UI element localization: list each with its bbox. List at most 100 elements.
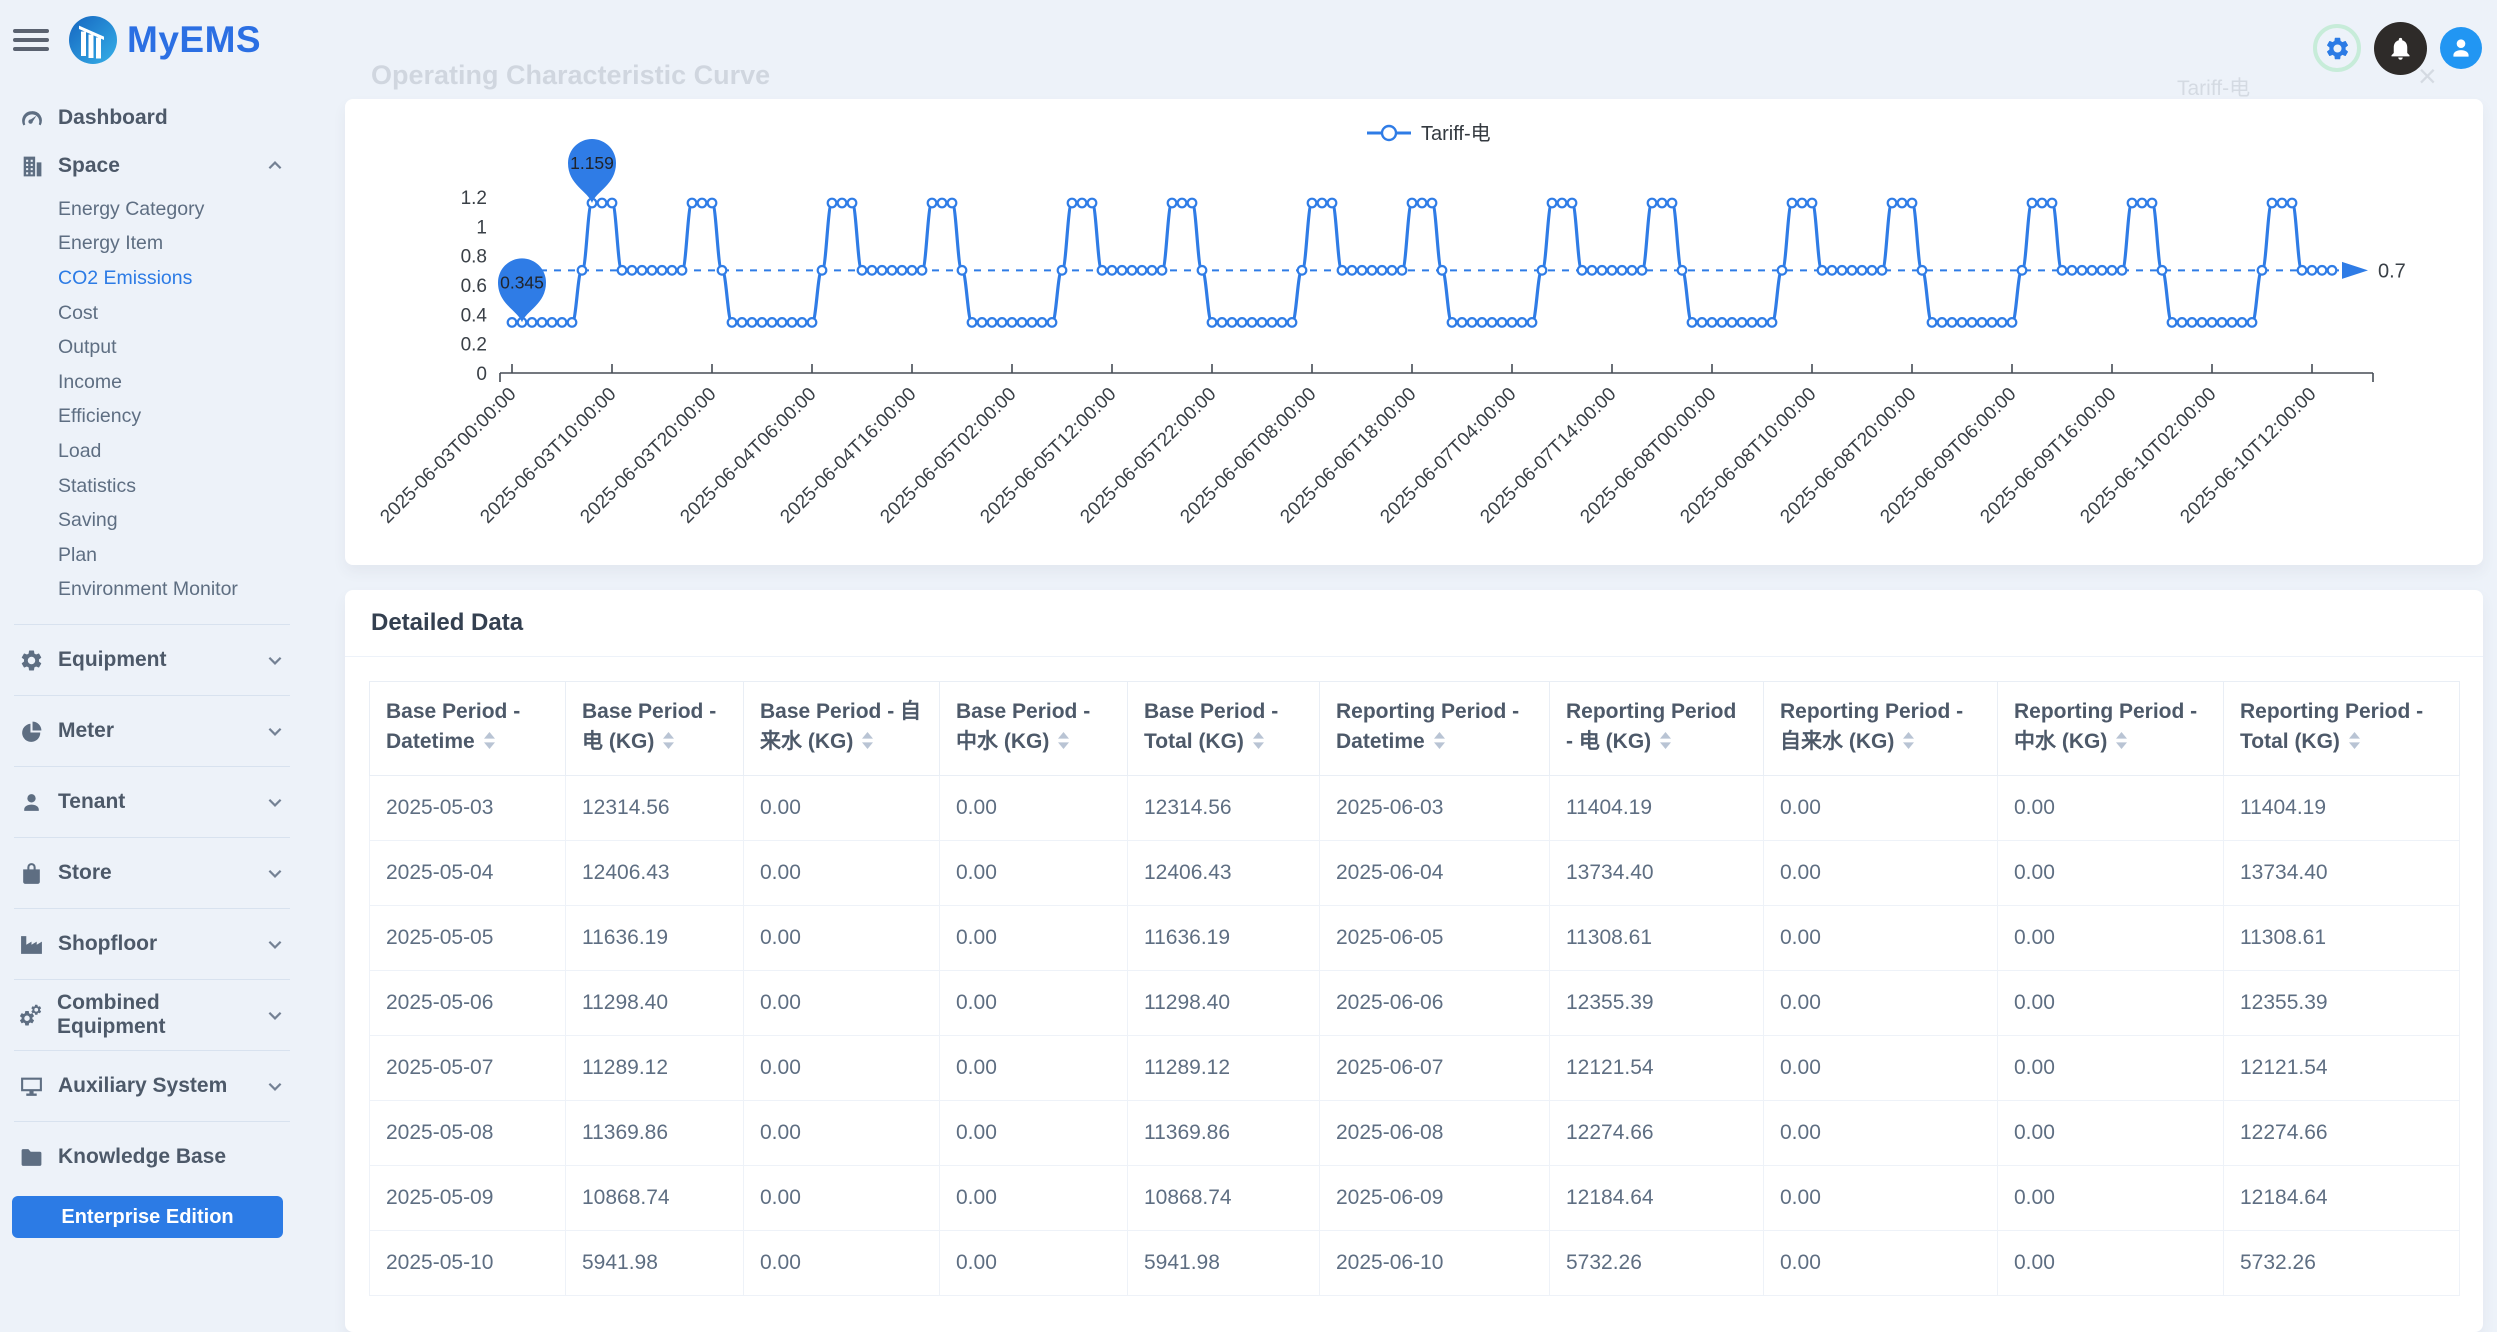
table-cell: 11308.61 [1549,904,1764,971]
table-cell: 2025-05-05 [369,904,566,971]
sidebar-item-auxiliary-system[interactable]: Auxiliary System [14,1062,294,1110]
column-header-reporting-period-datetime[interactable]: Reporting Period - Datetime [1319,681,1550,776]
column-header-reporting-period-kg[interactable]: Reporting Period - 中水 (KG) [1997,681,2224,776]
user-avatar-button[interactable] [2440,27,2482,69]
logo-mark-icon [69,16,117,64]
svg-text:1: 1 [476,217,487,238]
sort-icon[interactable] [1902,729,1915,759]
chevron-up-icon [266,157,284,175]
table-row[interactable]: 2025-05-05 11636.19 0.00 0.00 11636.19 2025-0… [369,904,2460,971]
table-cell: 12314.56 [1127,774,1320,841]
table-cell: 2025-05-03 [369,774,566,841]
main-area: Operating Characteristic Curve Tariff-电 … [300,0,2497,1332]
sort-icon[interactable] [1433,729,1446,759]
sidebar-item-label: Store [58,861,112,885]
column-header-base-period-kg[interactable]: Base Period - 自来水 (KG) [743,681,940,776]
table-cell: 11404.19 [2223,774,2460,841]
column-header-base-period-datetime[interactable]: Base Period - Datetime [369,681,566,776]
sort-icon[interactable] [861,729,874,759]
column-header-base-period-kg[interactable]: Base Period - 电 (KG) [565,681,744,776]
sidebar-item-space[interactable]: Space [14,142,294,190]
table-cell: 0.00 [939,904,1128,971]
user-icon [18,789,44,815]
sort-icon[interactable] [1252,729,1265,759]
sidebar-divider [14,1121,290,1123]
sort-icon[interactable] [483,729,496,759]
column-header-reporting-period-kg[interactable]: Reporting Period - 自来水 (KG) [1763,681,1998,776]
table-cell: 2025-06-03 [1319,774,1550,841]
table-cell: 0.00 [743,839,940,906]
svg-text:0.6: 0.6 [461,276,487,297]
notifications-button[interactable] [2374,21,2427,75]
sidebar-item-co2-emissions[interactable]: CO2 Emissions [58,266,193,289]
sort-icon[interactable] [662,729,675,759]
sidebar-item-tenant[interactable]: Tenant [14,778,294,826]
chevron-down-icon [266,1077,284,1095]
table-row[interactable]: 2025-05-09 10868.74 0.00 0.00 10868.74 2025-0… [369,1164,2460,1231]
table-cell: 11369.86 [565,1099,744,1166]
chevron-down-icon [266,793,284,811]
sidebar-item-combined-equipment[interactable]: Combined Equipment [14,991,294,1039]
settings-button[interactable] [2313,24,2361,72]
sort-icon[interactable] [1057,729,1070,759]
column-header-base-period-kg[interactable]: Base Period - 中水 (KG) [939,681,1128,776]
sidebar-item-environment-monitor[interactable]: Environment Monitor [58,578,238,601]
sidebar-item-energy-item[interactable]: Energy Item [58,232,164,255]
sidebar-item-energy-category[interactable]: Energy Category [58,197,205,220]
sidebar-item-knowledge-base[interactable]: Knowledge Base [14,1133,294,1181]
table-cell: 0.00 [1997,774,2224,841]
column-label: Base Period - Datetime [386,700,521,754]
sidebar-item-equipment[interactable]: Equipment [14,636,294,684]
building-icon [18,153,44,179]
sort-icon[interactable] [1659,729,1672,759]
sidebar-item-label: Combined Equipment [57,991,166,1039]
chevron-down-icon [266,935,284,953]
detailed-data-table: Base Period - Datetime Base Period - 电 (K… [369,681,2460,1296]
column-label: Base Period - 中水 (KG) [956,700,1091,754]
table-cell: 0.00 [939,1099,1128,1166]
sidebar-item-saving[interactable]: Saving [58,509,118,532]
sidebar-item-load[interactable]: Load [58,439,102,462]
sidebar-item-output[interactable]: Output [58,336,117,359]
column-label: Base Period - Total (KG) [1144,700,1279,754]
table-row[interactable]: 2025-05-03 12314.56 0.00 0.00 12314.56 2025-0… [369,774,2460,841]
app-logo[interactable]: MyEMS [67,14,261,66]
table-cell: 2025-06-09 [1319,1164,1550,1231]
table-cell: 0.00 [1763,969,1998,1036]
table-cell: 2025-05-08 [369,1099,566,1166]
sidebar-item-plan[interactable]: Plan [58,543,98,566]
chevron-down-icon [266,722,284,740]
enterprise-edition-button[interactable]: Enterprise Edition [12,1196,283,1238]
column-header-base-period-total-kg[interactable]: Base Period - Total (KG) [1127,681,1320,776]
sidebar-item-shopfloor[interactable]: Shopfloor [14,920,294,968]
svg-text:0.7: 0.7 [2378,260,2406,282]
table-row[interactable]: 2025-05-08 11369.86 0.00 0.00 11369.86 2025-0… [369,1099,2460,1166]
sidebar-item-statistics[interactable]: Statistics [58,474,137,497]
sidebar-item-income[interactable]: Income [58,370,122,393]
sidebar-item-efficiency[interactable]: Efficiency [58,405,142,428]
sort-icon[interactable] [2115,729,2128,759]
operating-curve-chart[interactable]: 2025-06-03T00:00:002025-06-03T10:00:0020… [345,99,2483,559]
sidebar-item-dashboard[interactable]: Dashboard [14,94,294,142]
table-cell: 11289.12 [1127,1034,1320,1101]
hamburger-menu-icon[interactable] [13,23,49,56]
column-header-reporting-period-total-kg[interactable]: Reporting Period - Total (KG) [2223,681,2460,776]
table-cell: 0.00 [1763,904,1998,971]
table-cell: 11369.86 [1127,1099,1320,1166]
table-cell: 0.00 [1763,774,1998,841]
table-row[interactable]: 2025-05-06 11298.40 0.00 0.00 11298.40 2025-0… [369,969,2460,1036]
sidebar-item-meter[interactable]: Meter [14,707,294,755]
sidebar-item-store[interactable]: Store [14,849,294,897]
svg-text:0.345: 0.345 [500,272,544,292]
table-cell: 0.00 [1997,1229,2224,1296]
table-row[interactable]: 2025-05-04 12406.43 0.00 0.00 12406.43 2025-0… [369,839,2460,906]
sidebar-item-cost[interactable]: Cost [58,301,99,324]
table-row[interactable]: 2025-05-07 11289.12 0.00 0.00 11289.12 2025-0… [369,1034,2460,1101]
sidebar-item-label: Dashboard [58,106,168,129]
table-cell: 0.00 [1997,839,2224,906]
column-header-reporting-period-kg[interactable]: Reporting Period - 电 (KG) [1549,681,1764,776]
sidebar-sublist-space: Energy Category Energy Item CO2 Emissions C… [14,190,294,613]
sort-icon[interactable] [2348,729,2361,759]
table-row[interactable]: 2025-05-10 5941.98 0.00 0.00 5941.98 2025-06-… [369,1229,2460,1296]
table-cell: 13734.40 [1549,839,1764,906]
